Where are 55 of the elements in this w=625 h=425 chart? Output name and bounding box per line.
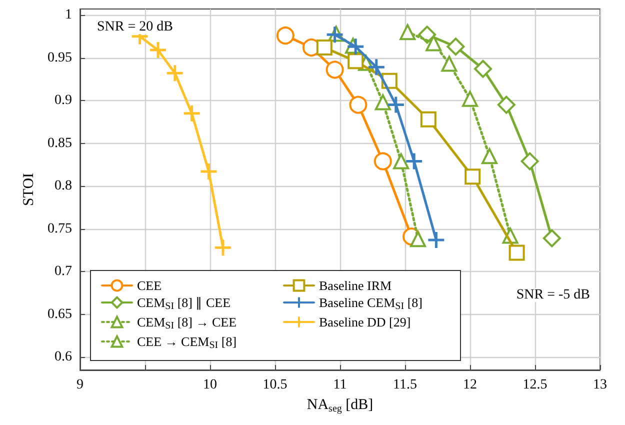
point: [508, 244, 525, 261]
x-tick-label: 11.5: [393, 378, 417, 392]
point: [474, 60, 492, 78]
point: [374, 94, 391, 110]
y-axis-title: STOI: [21, 172, 38, 206]
y-tick-label: 0.85: [48, 136, 72, 151]
point: [214, 238, 232, 257]
y-tick-label: 0.6: [54, 350, 72, 365]
point: [386, 96, 406, 114]
legend-label: Baseline IRM: [319, 278, 392, 293]
point: [182, 104, 202, 123]
point: [199, 162, 218, 181]
point: [276, 26, 294, 45]
point: [441, 56, 458, 72]
point: [404, 152, 424, 171]
point: [420, 111, 436, 128]
point: [148, 40, 168, 60]
point: [166, 64, 184, 82]
point: [316, 39, 332, 56]
point: [326, 60, 344, 79]
point: [482, 148, 498, 164]
point: [520, 152, 539, 170]
point: [393, 153, 410, 170]
x-tick-label: 9: [76, 378, 84, 392]
point: [464, 168, 481, 185]
point: [497, 96, 516, 114]
y-tick-label: 0.65: [48, 306, 72, 322]
annotation: SNR = 20 dB: [97, 20, 173, 34]
point: [367, 58, 386, 76]
point: [426, 230, 446, 250]
legend-label: Baseline DD [29]: [319, 314, 411, 330]
x-tick-label: 10: [203, 378, 217, 392]
x-tick-label: 13: [593, 378, 607, 392]
x-tick-label: 12: [463, 378, 477, 392]
y-tick-label: 0.75: [48, 221, 72, 236]
point: [400, 24, 416, 40]
point: [346, 37, 365, 56]
point: [349, 96, 368, 114]
point: [446, 38, 465, 56]
y-tick-label: 1: [65, 7, 72, 22]
point: [462, 90, 478, 107]
y-tick-label: 0.9: [54, 93, 72, 108]
y-tick-label: 0.95: [48, 50, 72, 66]
x-tick-label: 11: [333, 378, 347, 392]
point: [542, 229, 561, 248]
point: [374, 152, 392, 170]
point: [348, 53, 364, 70]
point: [410, 231, 426, 248]
point: [426, 35, 442, 52]
x-tick-label: 10.5: [262, 378, 288, 392]
x-tick-label: 12.5: [522, 378, 548, 392]
y-tick-label: 0.8: [54, 178, 72, 194]
y-tick-label: 0.7: [54, 264, 72, 280]
annotation: SNR = -5 dB: [516, 288, 590, 302]
legend-label: CEE: [137, 278, 162, 293]
